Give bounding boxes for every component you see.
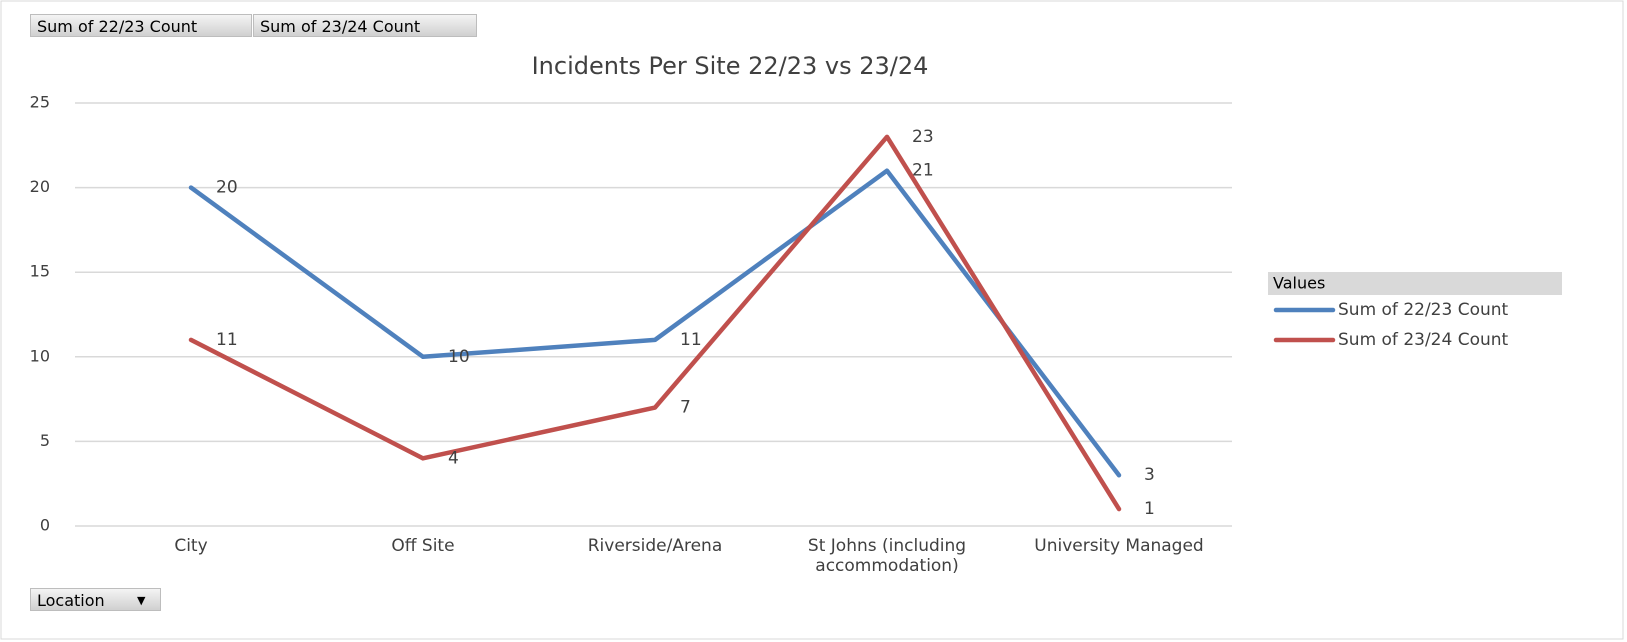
data-label: 10 [448,347,470,367]
data-label: 20 [216,178,238,198]
y-tick-label: 5 [40,431,50,450]
y-tick-label: 0 [40,516,50,535]
data-label: 7 [680,398,691,418]
dropdown-arrow: ▼ [137,594,146,607]
legend-title-bar [1268,272,1562,295]
axis-field-label: Location [37,591,105,610]
data-label: 1 [1144,499,1155,519]
y-tick-label: 10 [30,346,50,365]
data-label: 4 [448,448,459,468]
x-tick-label: Riverside/Arena [587,536,723,556]
x-tick-label: St Johns (including accommodation) [807,536,967,576]
y-tick-label: 20 [30,177,50,196]
axis-field-button[interactable]: Location ▼ [30,588,161,611]
data-label: 11 [680,330,702,350]
data-label: 11 [216,330,238,350]
field-button[interactable]: Sum of 23/24 Count [253,14,477,37]
chart-title: Incidents Per Site 22/23 vs 23/24 [532,52,929,80]
x-tick-label: University Managed [1034,536,1204,556]
data-label: 3 [1144,465,1155,485]
field-button[interactable]: Sum of 22/23 Count [30,14,252,37]
legend-label: Sum of 23/24 Count [1338,330,1509,350]
x-tick-label: Off Site [391,536,455,556]
legend-title: Values [1273,274,1325,293]
y-tick-label: 15 [30,262,50,281]
data-label: 21 [912,161,934,181]
series-line [188,134,1122,512]
data-label: 23 [912,127,934,147]
x-tick-label: City [174,536,208,556]
legend-label: Sum of 22/23 Count [1338,300,1509,320]
y-tick-label: 25 [30,93,50,112]
series-line [188,168,1122,478]
